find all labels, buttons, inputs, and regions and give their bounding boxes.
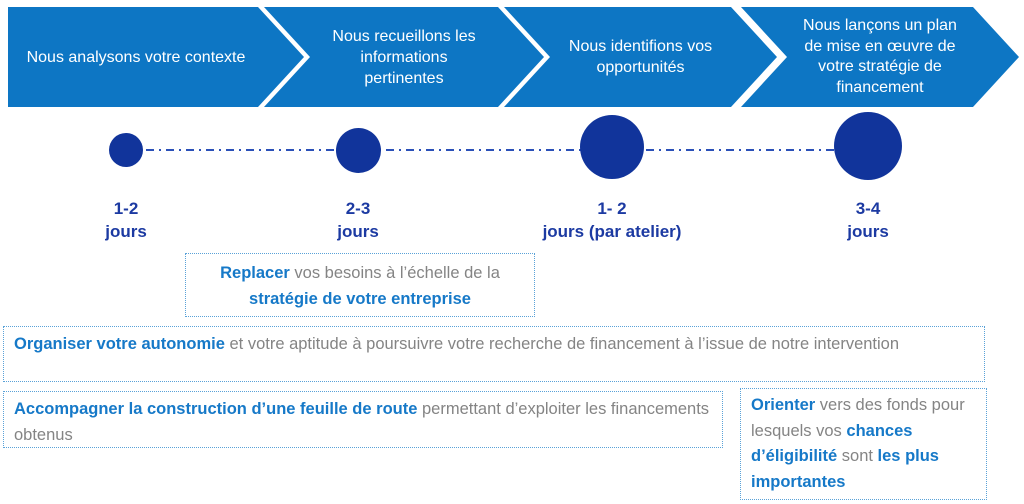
note-accent-text: Organiser votre autonomie <box>14 335 230 353</box>
note-accent-text: les plus importantes <box>751 447 939 491</box>
note-gray-text: vers des fonds pour lesquels vos <box>751 396 965 440</box>
duration-label-2: 2-3 jours <box>228 197 488 243</box>
note-box-accompagner: Accompagner la construction d’une feuill… <box>3 391 723 448</box>
chevron-step-2-label: Nous recueillons les informations pertin… <box>332 27 476 87</box>
timeline-dot-4 <box>834 112 902 180</box>
note-accent-text: chances d’éligibilité <box>751 421 913 466</box>
duration-unit-4: jours <box>847 222 889 241</box>
chevron-step-4-label: Nous lançons un plan de mise en œuvre de… <box>803 17 957 96</box>
timeline-dot-3 <box>580 115 644 179</box>
duration-value-4: 3-4 <box>855 199 881 218</box>
chevron-step-2: Nous recueillons les informations pertin… <box>264 7 544 107</box>
chevron-step-1: Nous analysons votre contexte <box>8 7 304 107</box>
note-box-replacer: Replacer vos besoins à l’échelle de la s… <box>185 253 535 317</box>
note-gray-text: vos besoins à l’échelle de la <box>294 264 500 282</box>
timeline-dot-2 <box>336 128 381 173</box>
duration-unit-1: jours <box>105 222 147 241</box>
chevron-step-4: Nous lançons un plan de mise en œuvre de… <box>741 7 1019 107</box>
note-accent-text: stratégie de votre entreprise <box>249 290 471 308</box>
duration-value-3: 1- 2 <box>597 199 627 218</box>
timeline-dash-line <box>126 149 868 151</box>
chevron-step-3: Nous identifions vos opportunités <box>504 7 777 107</box>
duration-unit-3: jours (par atelier) <box>542 222 682 241</box>
duration-label-1: 1-2 jours <box>0 197 256 243</box>
timeline-dot-1 <box>109 133 143 167</box>
note-gray-text: permettant d’exploiter les financements … <box>14 400 710 444</box>
duration-unit-2: jours <box>337 222 379 241</box>
duration-value-1: 1-2 <box>113 199 139 218</box>
note-accent-text: Orienter <box>751 396 820 414</box>
note-accent-text: Accompagner la construction d’une feuill… <box>14 400 422 418</box>
note-box-organiser: Organiser votre autonomie et votre aptit… <box>3 326 985 382</box>
duration-label-4: 3-4 jours <box>738 197 998 243</box>
duration-value-2: 2-3 <box>345 199 371 218</box>
note-accent-text: Replacer <box>220 264 295 282</box>
note-gray-text: et votre aptitude à poursuivre votre rec… <box>229 335 900 353</box>
chevron-step-3-label: Nous identifions vos opportunités <box>568 38 713 76</box>
note-gray-text: sont <box>841 447 878 465</box>
note-box-orienter: Orienter vers des fonds pour lesquels vo… <box>740 388 987 500</box>
duration-label-3: 1- 2 jours (par atelier) <box>482 197 742 243</box>
chevron-step-1-label: Nous analysons votre contexte <box>26 48 246 66</box>
